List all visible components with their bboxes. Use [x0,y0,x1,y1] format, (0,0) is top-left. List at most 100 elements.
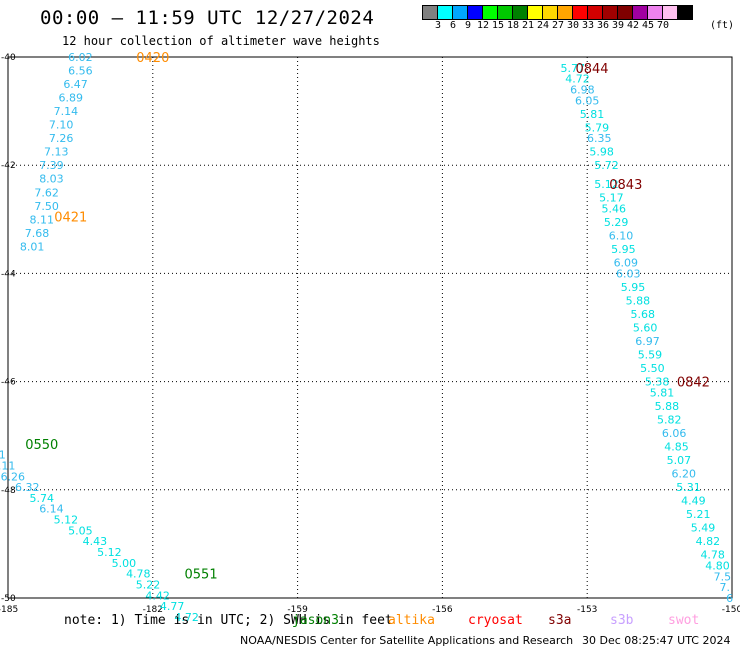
colorbar-label: 18 [506,20,520,31]
latitude-tick-label: -48 [1,486,16,496]
wave-height-value: 6.35 [587,132,612,145]
pass-time-label: 0550 [25,438,58,453]
wave-height-value: 7.5 [714,570,732,583]
satellite-legend-swot: swot [668,613,700,628]
wave-height-value: 6.89 [58,92,83,105]
wave-height-value: 5.46 [601,202,626,215]
wave-height-value: 4.49 [681,495,706,508]
wave-height-value: 6.98 [570,83,595,96]
satellite-legend-cryosat: cryosat [468,613,523,628]
wave-height-value: 5.07 [667,454,692,467]
wave-height-value: 8.03 [39,173,64,186]
wave-height-value: 6.05 [575,94,600,107]
longitude-tick-label: -150 [722,605,740,615]
colorbar-label: 70 [656,20,670,31]
wave-height-value: 5.12 [594,178,619,191]
wave-height-value: 5.29 [604,216,629,229]
latitude-tick-label: -46 [1,378,16,388]
wave-height-value: 6.06 [662,427,687,440]
wave-height-value: 4.72 [174,611,199,624]
wave-height-value: 7.21 [0,449,6,462]
wave-height-value: 8.01 [20,240,45,253]
colorbar-label: 9 [464,20,472,31]
pass-time-label: 0843 [609,178,642,193]
note-text: note: 1) Time is in UTC; 2) SWH is in fe… [64,613,393,628]
wave-height-value: 6 [726,592,733,605]
wave-height-value: 7.68 [25,227,50,240]
page-subtitle: 12 hour collection of altimeter wave hei… [62,34,380,48]
colorbar-label: 3 [434,20,442,31]
colorbar-label: 30 [566,20,580,31]
wave-height-value: 6.14 [39,503,64,516]
wave-height-value: 5.88 [626,294,651,307]
wave-height-value: 5.81 [650,386,675,399]
wave-height-value: 5.88 [655,400,680,413]
wave-height-value: 5.38 [645,376,670,389]
wave-height-colorbar [422,5,693,20]
wave-height-value: 4.80 [705,560,730,573]
wave-height-value: 5.95 [621,281,646,294]
wave-height-value: 6.26 [1,470,26,483]
longitude-tick-label: -159 [287,605,308,615]
colorbar-label: 45 [641,20,655,31]
latitude-tick-label: -40 [1,53,16,63]
wave-height-value: 5.12 [97,546,122,559]
wave-height-value: 6.03 [616,267,641,280]
latitude-tick-label: -50 [1,594,16,604]
wave-height-value: 6.10 [609,230,634,243]
wave-height-value: 4.42 [145,589,170,602]
wave-height-value: 5.72 [594,159,619,172]
latitude-tick-label: -44 [1,269,16,279]
colorbar-label: 27 [551,20,565,31]
satellite-legend-altika: altika [388,613,435,628]
wave-height-value: 8.11 [30,213,55,226]
longitude-tick-label: -185 [0,605,18,615]
pass-time-label: 0844 [575,62,608,77]
wave-height-value: 5.49 [691,522,716,535]
wave-height-value: 5.95 [611,243,636,256]
satellite-legend-s3b: s3b [610,613,634,628]
longitude-tick-label: -156 [432,605,453,615]
colorbar-label: 36 [596,20,610,31]
wave-height-value: 5.81 [580,108,605,121]
wave-height-value: 4.78 [700,549,725,562]
footer-credit: NOAA/NESDIS Center for Satellite Applica… [240,634,574,647]
wave-height-value: 5.17 [599,192,624,205]
wave-height-value: 5.59 [638,349,663,362]
wave-height-value: 7.62 [34,186,59,199]
colorbar-label: 33 [581,20,595,31]
colorbar-label: 21 [521,20,535,31]
pass-time-label: 0551 [185,568,218,583]
wave-height-value: 4.72 [565,73,590,86]
wave-height-value: 5.68 [630,308,655,321]
latitude-tick-label: -42 [1,161,16,171]
satellite-legend-s3a: s3a [548,613,572,628]
wave-height-value: 5.21 [686,508,711,521]
wave-height-value: 5.22 [136,578,161,591]
satellite-legend-jason3: jason3 [292,613,339,628]
wave-height-value: 5.00 [112,557,137,570]
colorbar-label: 6 [449,20,457,31]
wave-height-value: 6.02 [68,51,93,64]
wave-height-value: 7.10 [49,119,74,132]
wave-height-value: 5.98 [589,146,614,159]
pass-time-label: 0421 [54,211,87,226]
wave-height-value: 5.79 [585,121,610,134]
wave-height-value: 6.20 [671,468,696,481]
wave-height-value: 5.12 [54,514,79,527]
colorbar-labels: 3 6 9 12 15 18 21 24 27 30 33 36 39 42 45 70 [422,20,740,34]
wave-height-value: 6.32 [15,481,40,494]
footer-timestamp: 30 Dec 08:25:47 UTC 2024 [582,634,731,647]
wave-height-value: 4.43 [83,535,108,548]
wave-height-value: 7.14 [54,105,79,118]
wave-height-value: 5.82 [657,413,682,426]
map-frame [7,56,733,599]
wave-height-value: 7.26 [49,132,74,145]
pass-time-label: 0420 [136,51,169,66]
colorbar-label: 39 [611,20,625,31]
wave-height-value: 5.74 [30,492,55,505]
wave-height-value: 7.11 [0,459,15,472]
wave-height-value: 5.05 [68,524,93,537]
